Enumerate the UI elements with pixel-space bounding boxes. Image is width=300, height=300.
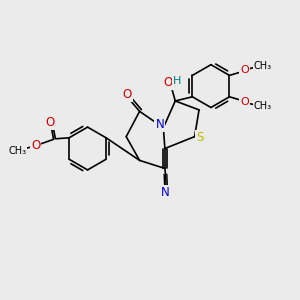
Text: O: O bbox=[122, 88, 132, 101]
Text: H: H bbox=[173, 76, 182, 86]
Text: O: O bbox=[164, 76, 173, 89]
Text: O: O bbox=[31, 139, 40, 152]
Text: CH₃: CH₃ bbox=[254, 61, 272, 71]
Text: N: N bbox=[161, 186, 170, 199]
Text: S: S bbox=[196, 131, 204, 144]
Text: N: N bbox=[155, 118, 164, 131]
Text: O: O bbox=[45, 116, 55, 129]
Text: O: O bbox=[241, 65, 249, 75]
Text: CH₃: CH₃ bbox=[254, 101, 272, 111]
Text: CH₃: CH₃ bbox=[8, 146, 26, 156]
Text: O: O bbox=[241, 97, 249, 107]
